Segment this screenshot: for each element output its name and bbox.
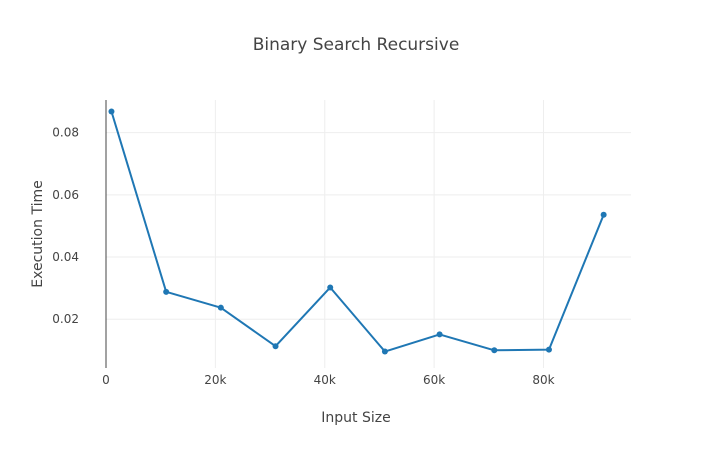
- y-tick-label: 0.04: [52, 250, 79, 264]
- data-point[interactable]: [217, 304, 224, 311]
- chart-title: Binary Search Recursive: [253, 35, 460, 55]
- x-tick-label: 60k: [423, 373, 445, 387]
- x-tick-label: 80k: [532, 373, 554, 387]
- series-layer: [108, 108, 607, 355]
- data-point[interactable]: [163, 288, 170, 295]
- grid-lines: [106, 100, 631, 368]
- y-tick-label: 0.02: [52, 312, 79, 326]
- data-point[interactable]: [491, 347, 498, 354]
- y-tick-label: 0.06: [52, 188, 79, 202]
- x-axis-title: Input Size: [321, 410, 390, 426]
- data-point[interactable]: [436, 331, 443, 338]
- axes: 0.02 0.04 0.06 0.08 0 20k 40k 60k 80k: [52, 100, 555, 387]
- x-tick-label: 20k: [204, 373, 226, 387]
- data-point[interactable]: [272, 343, 279, 350]
- x-tick-label: 0: [102, 373, 110, 387]
- y-tick-label: 0.08: [52, 126, 79, 140]
- data-point[interactable]: [600, 211, 607, 218]
- data-point[interactable]: [327, 284, 334, 291]
- data-point[interactable]: [381, 348, 388, 355]
- data-point[interactable]: [545, 346, 552, 353]
- series-line: [110, 111, 605, 353]
- data-point[interactable]: [108, 108, 115, 115]
- x-tick-label: 40k: [314, 373, 336, 387]
- y-axis-title: Execution Time: [30, 180, 46, 287]
